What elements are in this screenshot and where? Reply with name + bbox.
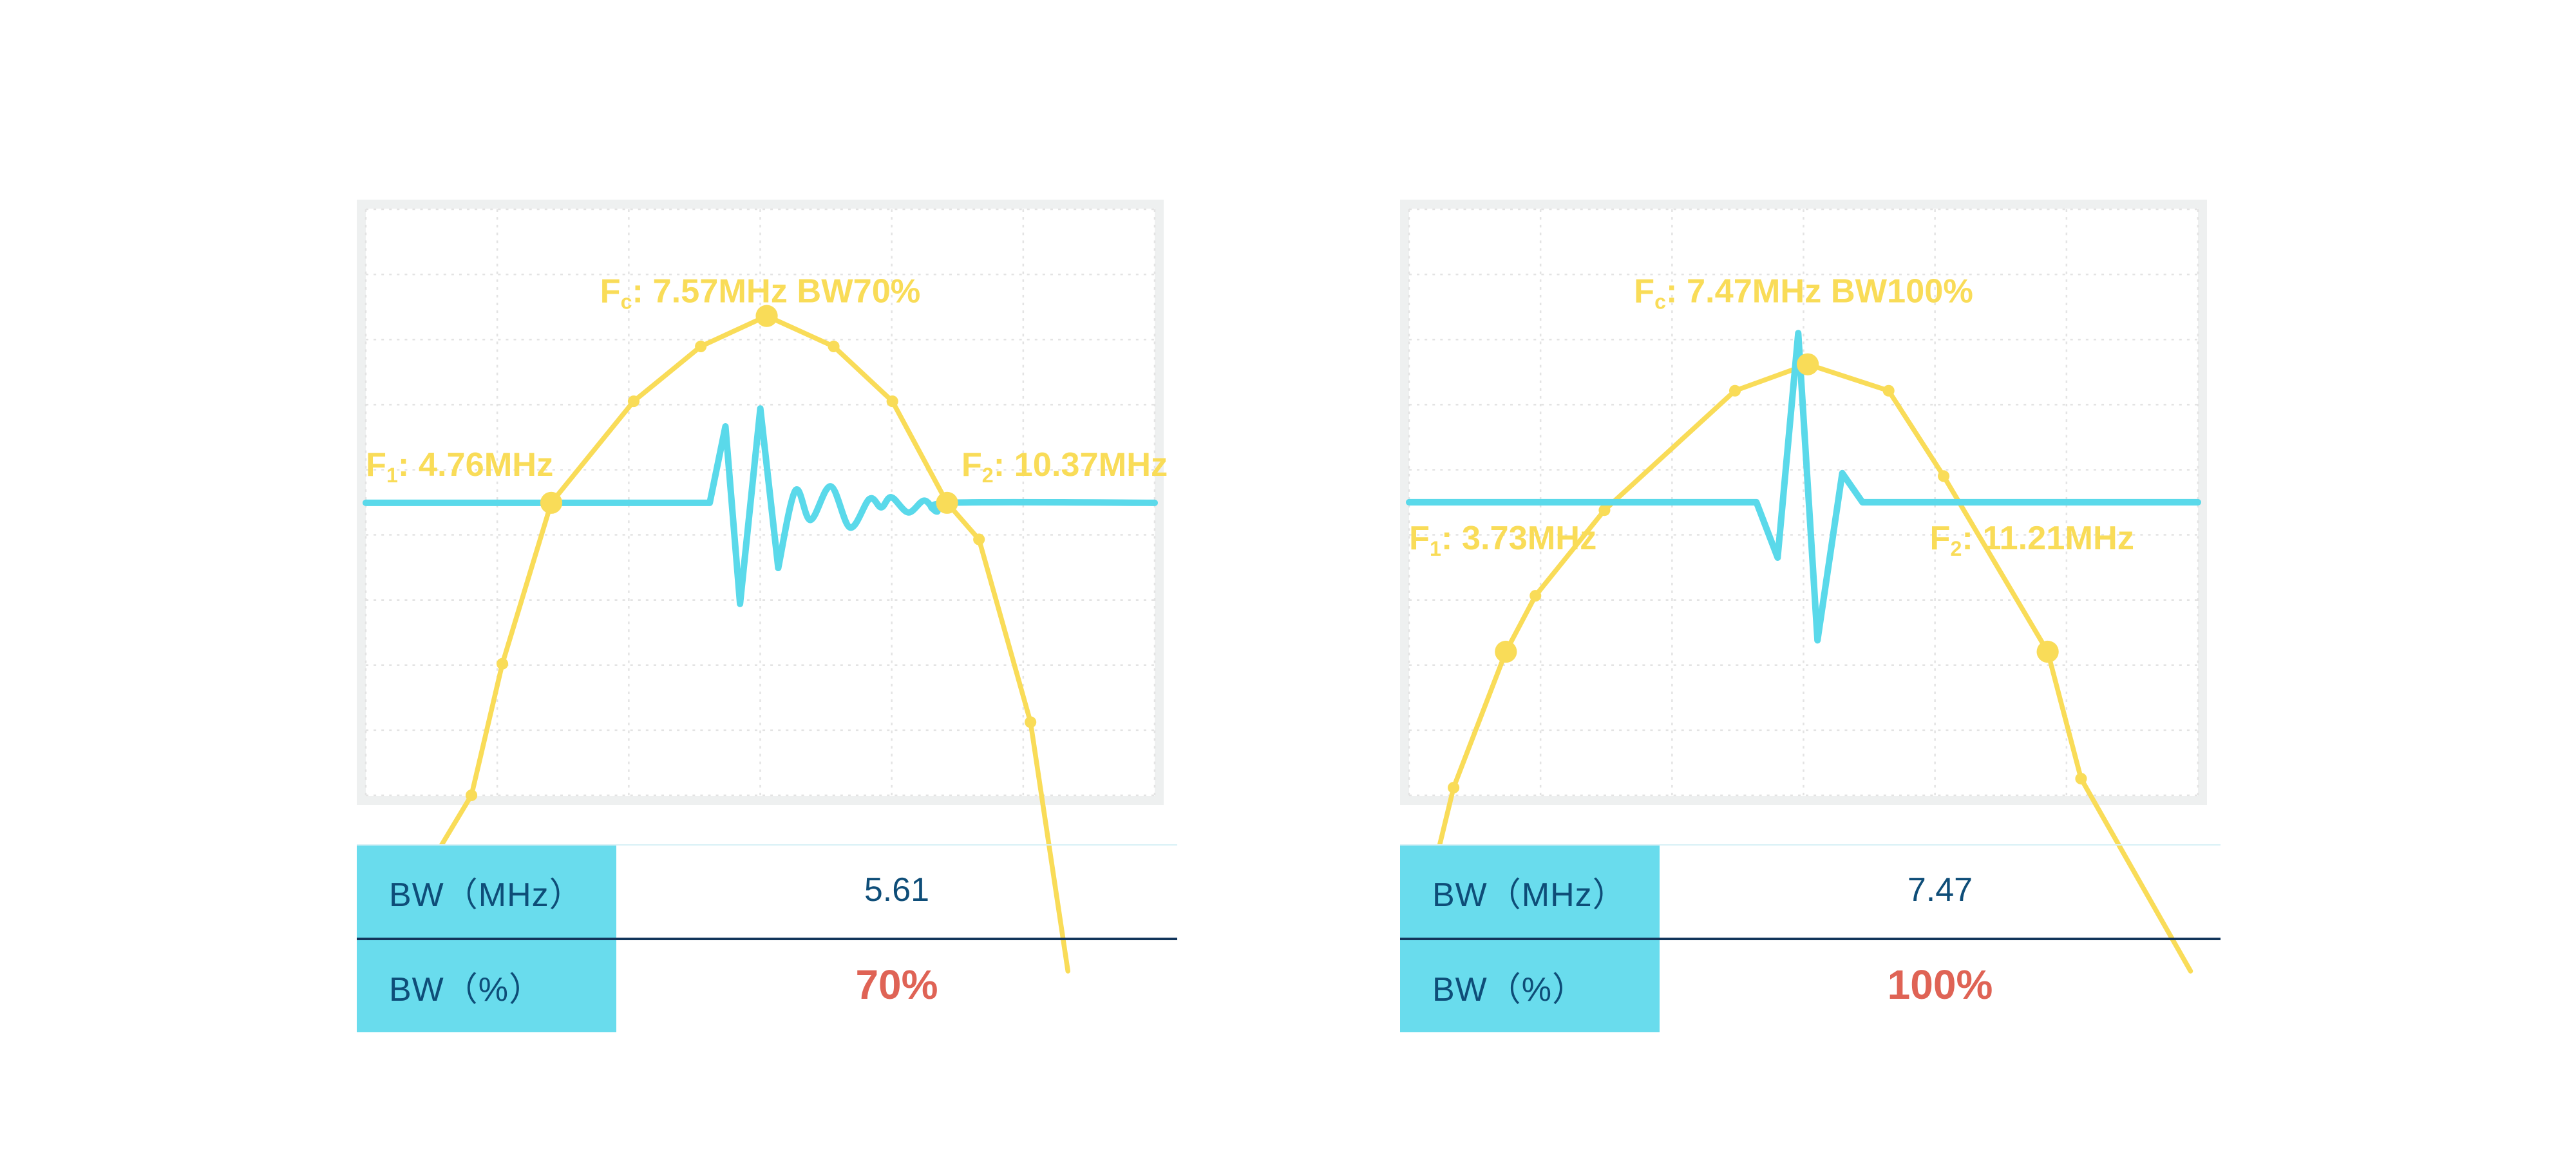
svg-text:F2: 11.21MHz: F2: 11.21MHz [1929, 520, 2134, 560]
svg-text:Fc: 7.57MHz BW70%: Fc: 7.57MHz BW70% [600, 273, 921, 314]
svg-text:F1: 3.73MHz: F1: 3.73MHz [1409, 520, 1596, 560]
svg-text:Fc: 7.47MHz BW100%: Fc: 7.47MHz BW100% [1634, 273, 1973, 314]
svg-text:F1: 4.76MHz: F1: 4.76MHz [366, 446, 553, 487]
